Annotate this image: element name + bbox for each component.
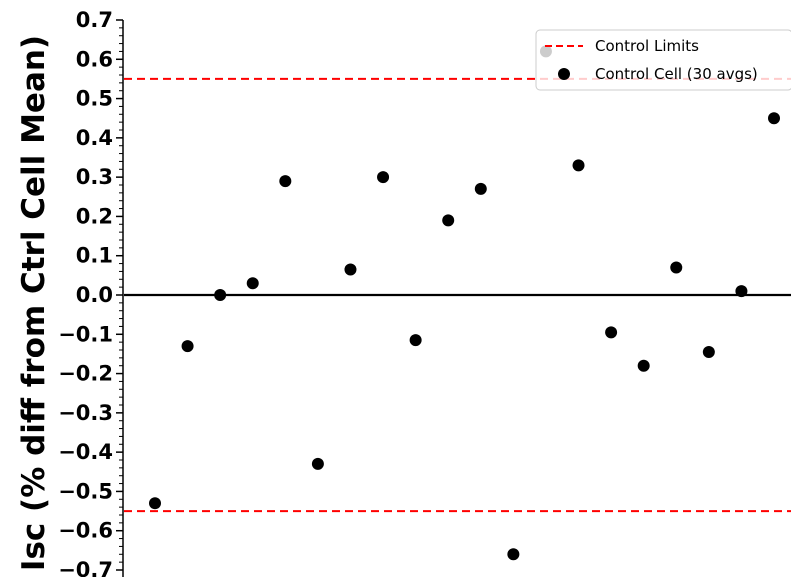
- y-tick-label: −0.1: [58, 322, 113, 346]
- y-tick-label: −0.6: [58, 519, 113, 543]
- data-point: [311, 457, 324, 470]
- legend: Control Limits Control Cell (30 avgs): [535, 29, 791, 91]
- y-tick-label: −0.7: [58, 558, 113, 577]
- data-point: [279, 175, 292, 188]
- y-axis: 0.7 0.6 0.5 0.4 0.3 0.2 0.1 0.0 −0.1 −0.2 −0.3 −0.4…: [58, 8, 124, 577]
- y-minor-ticks: [119, 27, 123, 563]
- legend-point-swatch: [558, 68, 570, 80]
- y-tick-label: 0.5: [76, 87, 113, 111]
- data-point: [735, 285, 748, 298]
- y-tick-label: 0.7: [76, 8, 113, 32]
- data-point: [507, 548, 520, 561]
- data-point: [377, 171, 390, 184]
- y-axis-label: Isc (% diff from Ctrl Cell Mean): [16, 35, 52, 571]
- data-point: [344, 263, 357, 276]
- legend-label-control-cell: Control Cell (30 avgs): [595, 65, 758, 83]
- y-tick-label: 0.4: [76, 126, 113, 150]
- legend-box: [535, 29, 791, 91]
- data-point: [768, 112, 780, 125]
- y-tick-label: 0.1: [76, 244, 113, 268]
- data-point: [572, 159, 585, 172]
- data-point: [474, 182, 487, 195]
- data-point: [670, 261, 683, 274]
- data-point: [702, 345, 715, 358]
- legend-label-control-limits: Control Limits: [595, 37, 699, 55]
- y-tick-label: 0.2: [76, 204, 113, 228]
- y-tick-label: 0.6: [76, 47, 113, 71]
- y-tick-label: 0.0: [76, 283, 113, 307]
- y-tick-label: 0.3: [76, 165, 113, 189]
- data-point: [214, 289, 227, 301]
- y-tick-label: −0.3: [58, 401, 113, 425]
- y-tick-label: −0.2: [58, 362, 113, 386]
- data-point: [442, 214, 455, 227]
- data-point: [637, 359, 650, 372]
- y-tick-label: −0.5: [58, 479, 113, 503]
- data-points: [149, 45, 780, 561]
- data-point: [149, 497, 161, 510]
- data-point: [605, 326, 618, 339]
- data-point: [181, 340, 194, 353]
- data-point: [246, 277, 259, 290]
- data-point: [409, 334, 422, 347]
- y-tick-label: −0.4: [58, 440, 113, 464]
- y-ticks: 0.7 0.6 0.5 0.4 0.3 0.2 0.1 0.0 −0.1 −0.2 −0.3 −0.4…: [58, 8, 123, 577]
